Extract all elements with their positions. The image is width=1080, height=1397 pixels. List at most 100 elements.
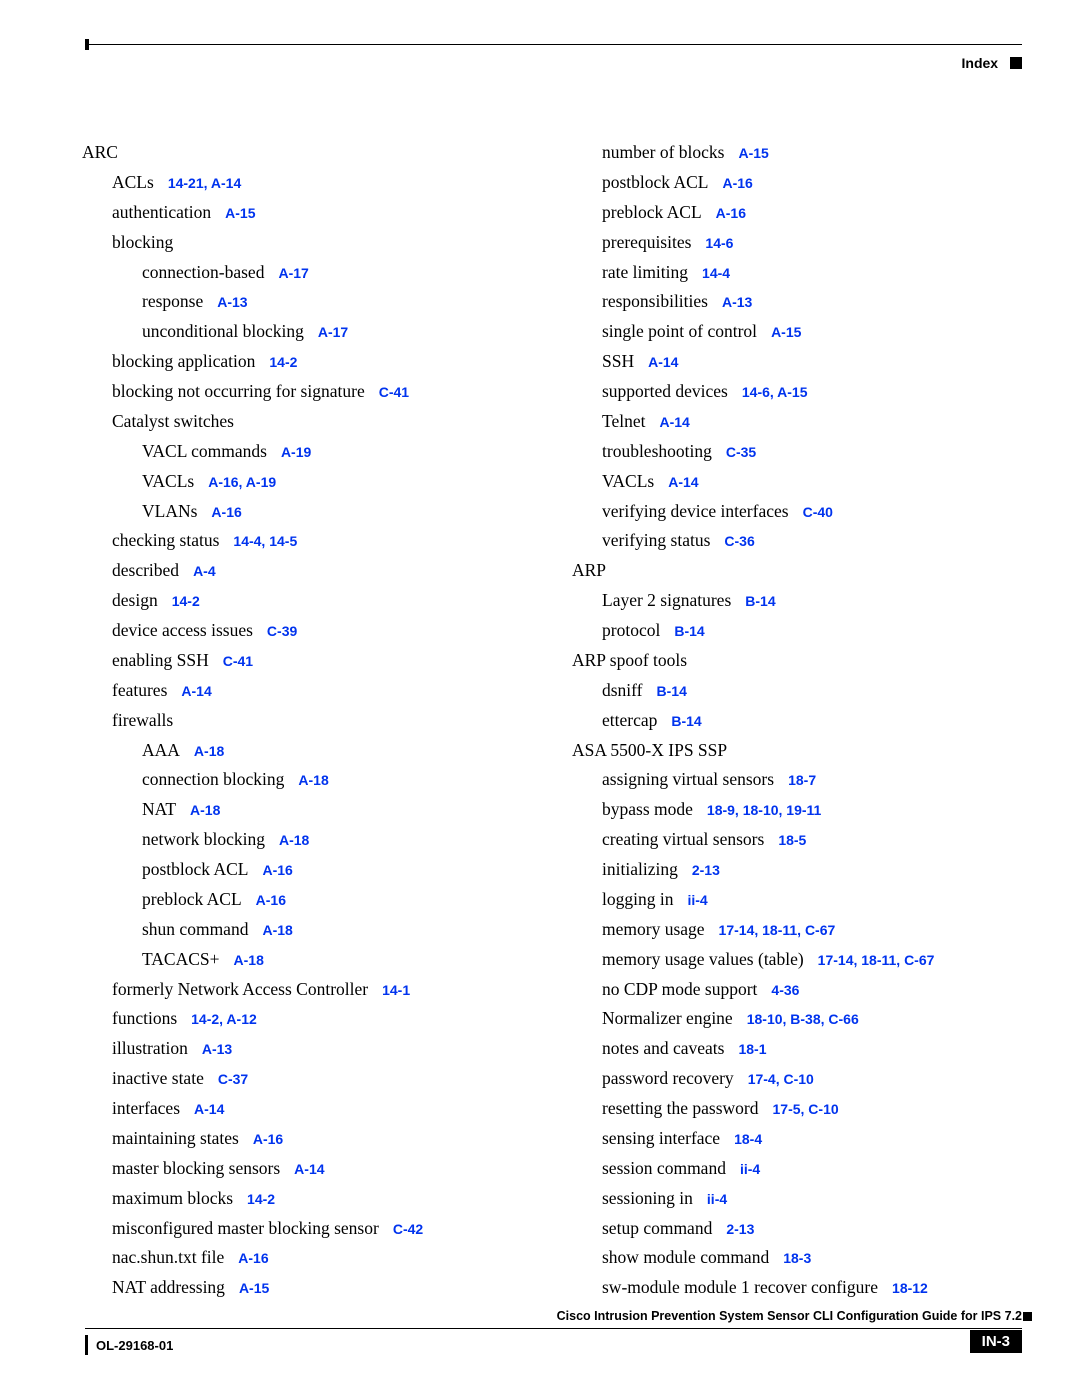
index-page-ref[interactable]: A-4 bbox=[193, 563, 216, 579]
index-page-ref[interactable]: 14-2 bbox=[172, 593, 200, 609]
index-page-ref[interactable]: A-16 bbox=[238, 1250, 268, 1266]
index-entry: design14-2 bbox=[82, 586, 532, 615]
index-page-ref[interactable]: 2-13 bbox=[726, 1221, 754, 1237]
index-page-ref[interactable]: 17-14, 18-11, C-67 bbox=[719, 922, 836, 938]
index-page-ref[interactable]: A-16 bbox=[211, 504, 241, 520]
index-page-ref[interactable]: A-14 bbox=[181, 683, 211, 699]
index-page-ref[interactable]: A-15 bbox=[239, 1280, 269, 1296]
index-page-ref[interactable]: 18-9, 18-10, 19-11 bbox=[707, 802, 821, 818]
index-page-ref[interactable]: A-15 bbox=[771, 324, 801, 340]
index-entry: logging inii-4 bbox=[572, 885, 1022, 914]
index-term: bypass mode bbox=[602, 799, 693, 819]
index-page-ref[interactable]: 18-5 bbox=[778, 832, 806, 848]
index-entry: password recovery17-4, C-10 bbox=[572, 1064, 1022, 1093]
index-page-ref[interactable]: 17-4, C-10 bbox=[748, 1071, 814, 1087]
index-page-ref[interactable]: 17-14, 18-11, C-67 bbox=[818, 952, 935, 968]
index-entry: maximum blocks14-2 bbox=[82, 1184, 532, 1213]
index-term: VACLs bbox=[602, 471, 654, 491]
index-page-ref[interactable]: B-14 bbox=[671, 713, 701, 729]
index-page-ref[interactable]: A-16 bbox=[262, 862, 292, 878]
index-page-ref[interactable]: A-16 bbox=[716, 205, 746, 221]
index-page-ref[interactable]: A-14 bbox=[294, 1161, 324, 1177]
index-page-ref[interactable]: 18-12 bbox=[892, 1280, 928, 1296]
index-page-ref[interactable]: 4-36 bbox=[771, 982, 799, 998]
index-page-ref[interactable]: 14-1 bbox=[382, 982, 410, 998]
index-page-ref[interactable]: A-16 bbox=[722, 175, 752, 191]
index-entry: session commandii-4 bbox=[572, 1154, 1022, 1183]
index-entry: illustrationA-13 bbox=[82, 1034, 532, 1063]
index-page-ref[interactable]: 14-6 bbox=[705, 235, 733, 251]
index-page-ref[interactable]: 14-2, A-12 bbox=[191, 1011, 257, 1027]
index-page-ref[interactable]: A-18 bbox=[279, 832, 309, 848]
index-page-ref[interactable]: B-14 bbox=[674, 623, 704, 639]
index-entry: initializing2-13 bbox=[572, 855, 1022, 884]
index-entry: blocking not occurring for signatureC-41 bbox=[82, 377, 532, 406]
index-page-ref[interactable]: 18-3 bbox=[783, 1250, 811, 1266]
index-page-ref[interactable]: A-14 bbox=[659, 414, 689, 430]
index-page-ref[interactable]: C-41 bbox=[223, 653, 253, 669]
index-page-ref[interactable]: A-14 bbox=[668, 474, 698, 490]
index-page-ref[interactable]: B-14 bbox=[745, 593, 775, 609]
index-page-ref[interactable]: C-36 bbox=[724, 533, 754, 549]
index-page-ref[interactable]: A-18 bbox=[298, 772, 328, 788]
index-page-ref[interactable]: ii-4 bbox=[707, 1191, 727, 1207]
index-page-ref[interactable]: A-14 bbox=[648, 354, 678, 370]
index-entry: dsniff B-14 bbox=[572, 676, 1022, 705]
index-term: troubleshooting bbox=[602, 441, 712, 461]
index-page-ref[interactable]: A-16, A-19 bbox=[208, 474, 276, 490]
index-page-ref[interactable]: C-39 bbox=[267, 623, 297, 639]
index-entry: describedA-4 bbox=[82, 556, 532, 585]
index-page-ref[interactable]: 2-13 bbox=[692, 862, 720, 878]
index-page-ref[interactable]: ii-4 bbox=[740, 1161, 760, 1177]
index-page-ref[interactable]: 18-1 bbox=[738, 1041, 766, 1057]
index-term: prerequisites bbox=[602, 232, 691, 252]
index-term: SSH bbox=[602, 351, 634, 371]
index-term: ARC bbox=[82, 142, 118, 162]
index-page-ref[interactable]: C-40 bbox=[803, 504, 833, 520]
index-term: Telnet bbox=[602, 411, 645, 431]
index-term: memory usage bbox=[602, 919, 705, 939]
index-page-ref[interactable]: 14-6, A-15 bbox=[742, 384, 808, 400]
index-page-ref[interactable]: 14-4 bbox=[702, 265, 730, 281]
index-entry: responsibilitiesA-13 bbox=[572, 287, 1022, 316]
index-page-ref[interactable]: C-41 bbox=[379, 384, 409, 400]
index-entry: functions14-2, A-12 bbox=[82, 1004, 532, 1033]
index-page-ref[interactable]: A-18 bbox=[194, 743, 224, 759]
index-page-ref[interactable]: A-13 bbox=[722, 294, 752, 310]
index-term: authentication bbox=[112, 202, 211, 222]
index-page-ref[interactable]: A-14 bbox=[194, 1101, 224, 1117]
index-page-ref[interactable]: C-37 bbox=[218, 1071, 248, 1087]
index-page-ref[interactable]: A-18 bbox=[234, 952, 264, 968]
index-page-ref[interactable]: A-18 bbox=[190, 802, 220, 818]
index-entry: resetting the password17-5, C-10 bbox=[572, 1094, 1022, 1123]
index-page-ref[interactable]: C-35 bbox=[726, 444, 756, 460]
index-page-ref[interactable]: B-14 bbox=[657, 683, 687, 699]
index-page-ref[interactable]: A-17 bbox=[278, 265, 308, 281]
index-page-ref[interactable]: A-13 bbox=[217, 294, 247, 310]
index-term: nac.shun.txt file bbox=[112, 1247, 224, 1267]
index-page-ref[interactable]: A-13 bbox=[202, 1041, 232, 1057]
index-page-ref[interactable]: 18-10, B-38, C-66 bbox=[747, 1011, 859, 1027]
page-number-badge: IN-3 bbox=[970, 1330, 1022, 1353]
index-page-ref[interactable]: 14-21, A-14 bbox=[168, 175, 241, 191]
index-term: dsniff bbox=[602, 680, 643, 700]
index-page-ref[interactable]: 18-4 bbox=[734, 1131, 762, 1147]
index-page-ref[interactable]: A-19 bbox=[281, 444, 311, 460]
index-page-ref[interactable]: A-15 bbox=[738, 145, 768, 161]
index-page-ref[interactable]: ii-4 bbox=[687, 892, 707, 908]
index-page-ref[interactable]: A-15 bbox=[225, 205, 255, 221]
header-rule bbox=[85, 44, 1022, 45]
index-page-ref[interactable]: C-42 bbox=[393, 1221, 423, 1237]
index-page-ref[interactable]: 14-2 bbox=[247, 1191, 275, 1207]
index-page-ref[interactable]: A-18 bbox=[262, 922, 292, 938]
index-page-ref[interactable]: 18-7 bbox=[788, 772, 816, 788]
index-entry: creating virtual sensors18-5 bbox=[572, 825, 1022, 854]
index-page-ref[interactable]: 17-5, C-10 bbox=[773, 1101, 839, 1117]
index-term: misconfigured master blocking sensor bbox=[112, 1218, 379, 1238]
index-page-ref[interactable]: 14-2 bbox=[269, 354, 297, 370]
index-page-ref[interactable]: A-16 bbox=[256, 892, 286, 908]
index-page-ref[interactable]: A-17 bbox=[318, 324, 348, 340]
index-page-ref[interactable]: 14-4, 14-5 bbox=[233, 533, 297, 549]
index-term: ACLs bbox=[112, 172, 154, 192]
index-page-ref[interactable]: A-16 bbox=[253, 1131, 283, 1147]
